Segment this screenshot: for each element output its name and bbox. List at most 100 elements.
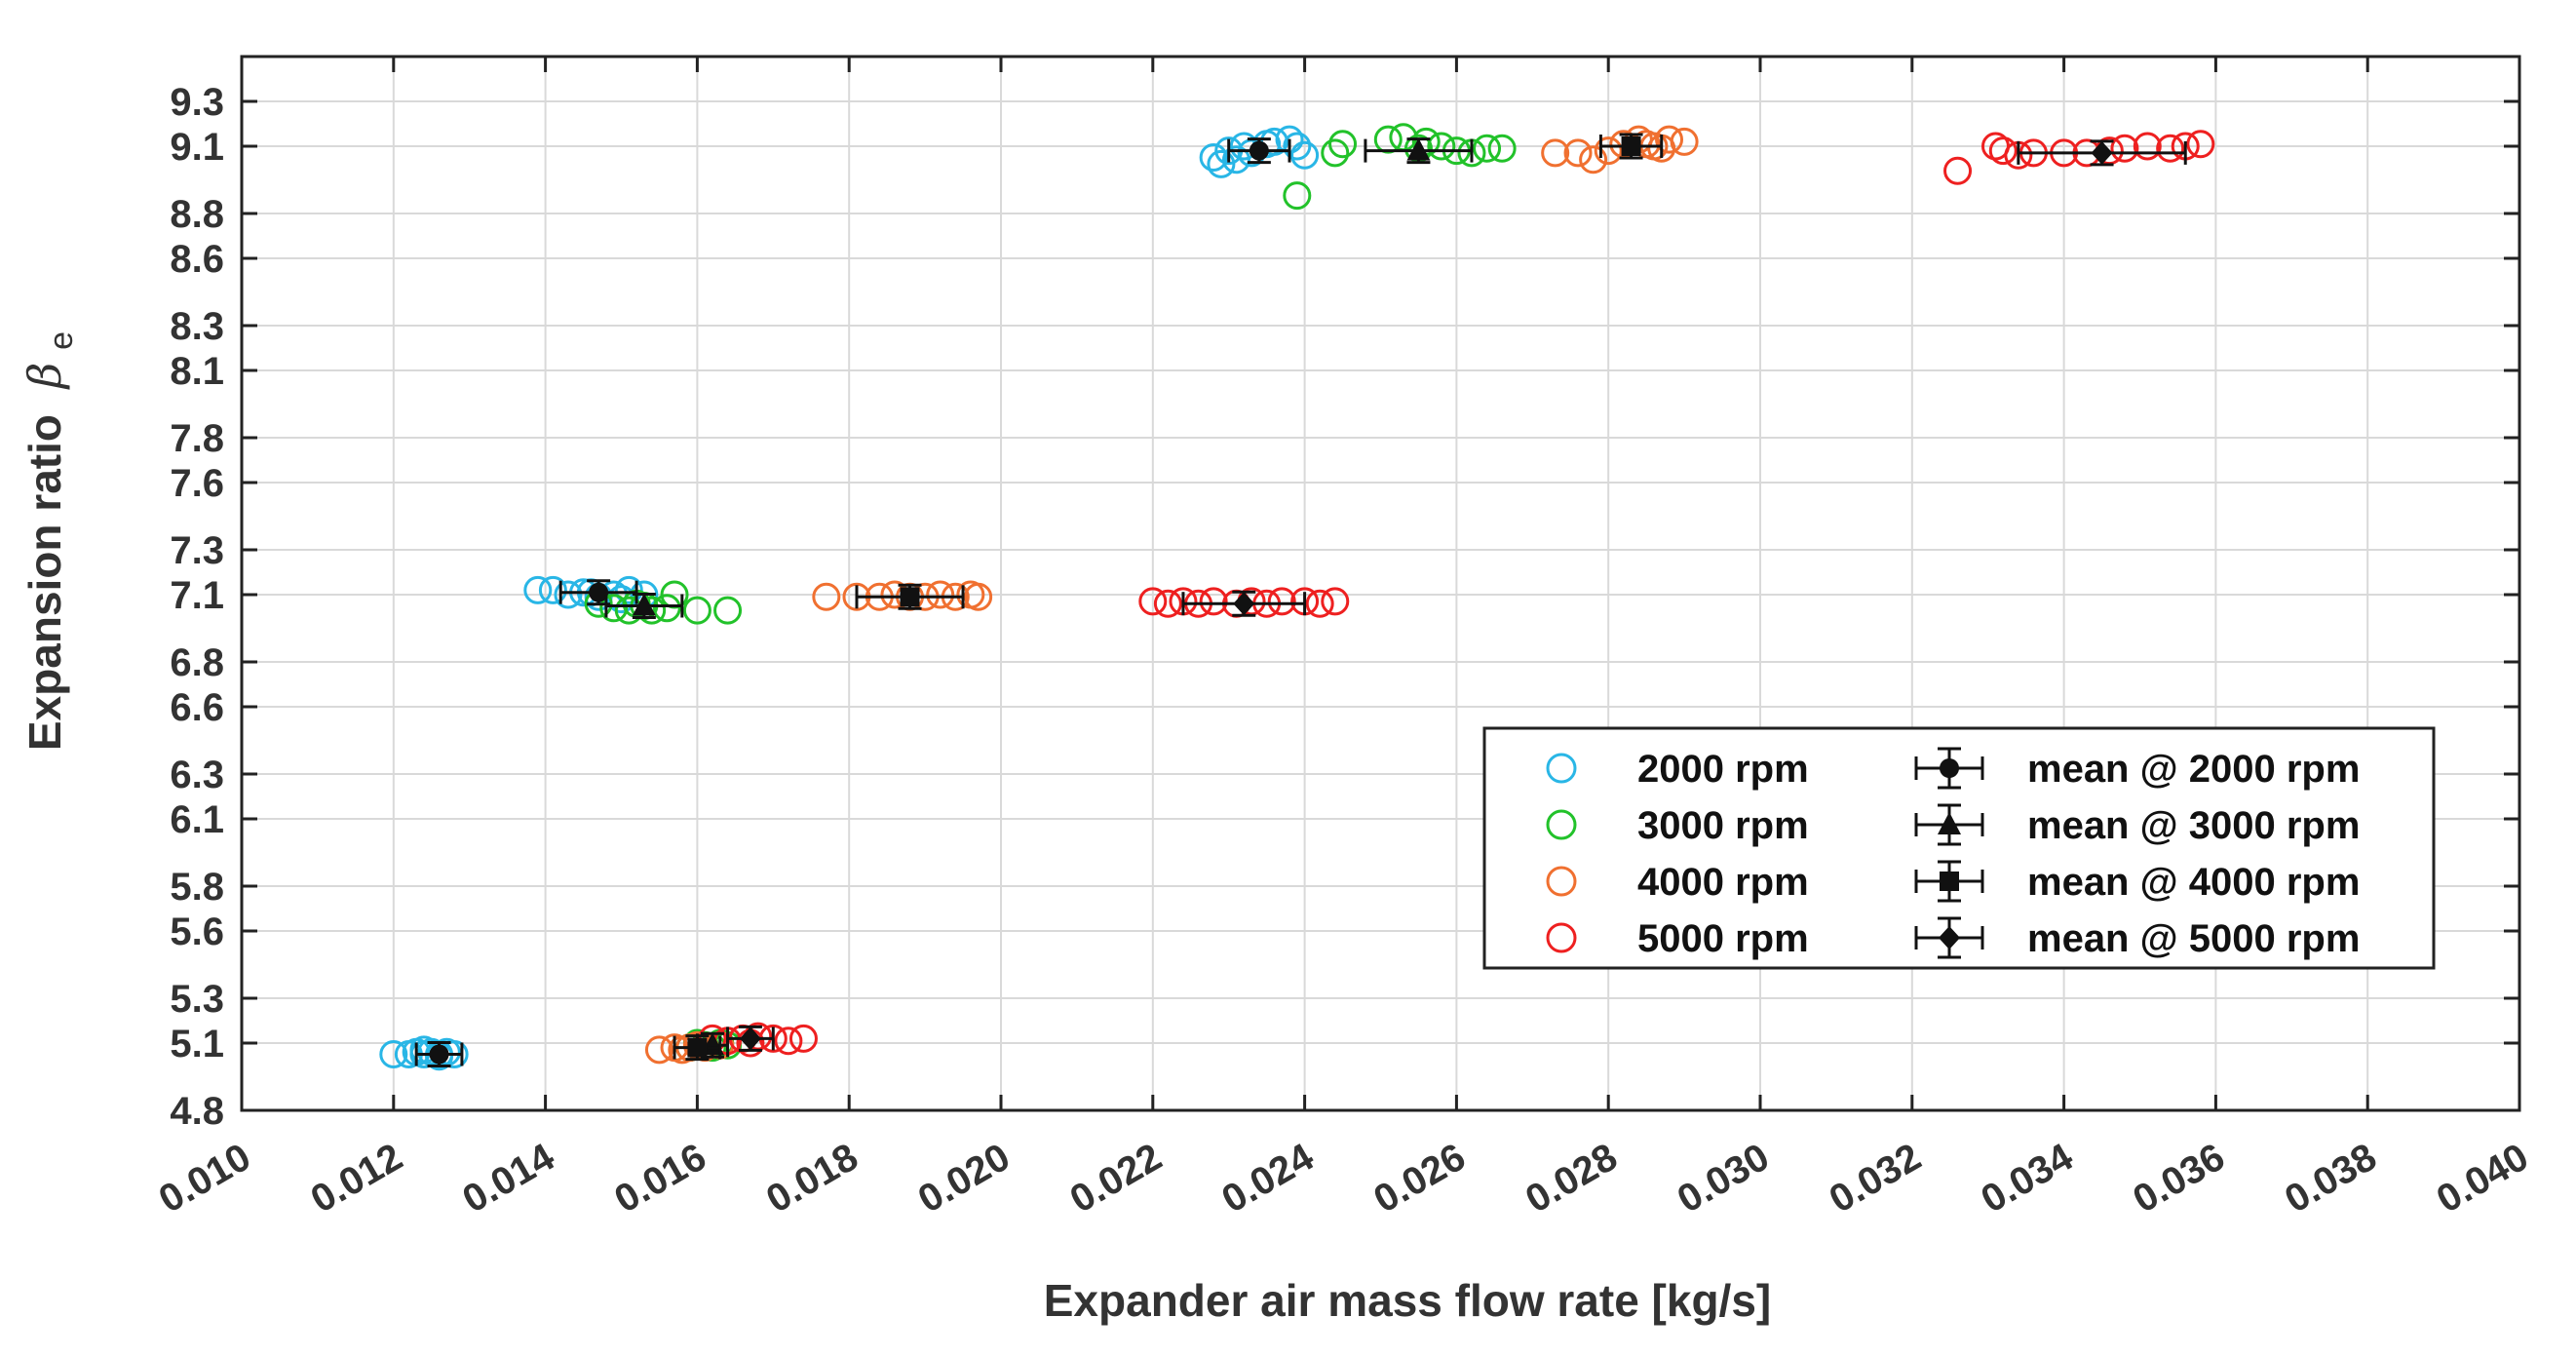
data-point <box>2133 132 2162 161</box>
x-tick-label: 0.028 <box>1519 1136 1625 1221</box>
data-point <box>614 575 643 604</box>
mean-5000-rpm <box>726 139 2187 1052</box>
y-axis-title-symbol: β <box>19 363 71 391</box>
legend-label: mean @ 2000 rpm <box>2027 748 2360 791</box>
y-tick-label: 6.3 <box>170 754 224 796</box>
x-tick-label: 0.020 <box>911 1136 1018 1221</box>
data-point <box>1305 589 1334 618</box>
data-point <box>1221 145 1250 174</box>
data-point <box>1579 145 1608 174</box>
data-point <box>788 1024 818 1053</box>
x-axis-title: Expander air mass flow rate [kg/s] <box>1044 1275 1772 1326</box>
x-tick-label: 0.026 <box>1366 1136 1473 1221</box>
data-point <box>1153 589 1182 618</box>
y-tick-labels: 4.8 5.15.3 5.65.8 6.16.3 6.66.8 7.17.3 7.67.8 8… <box>170 81 224 1133</box>
mean-4000-rpm <box>673 133 1664 1062</box>
y-tick-label: 6.1 <box>170 798 224 841</box>
mean-markers <box>414 133 2187 1067</box>
data-point <box>1199 587 1228 616</box>
y-tick-label: 5.1 <box>170 1023 224 1065</box>
data-point <box>2186 130 2215 159</box>
data-point <box>554 580 583 609</box>
x-tick-label: 0.012 <box>304 1136 410 1221</box>
y-tick-label: 8.8 <box>170 193 224 236</box>
legend-marker <box>1546 809 1577 840</box>
x-tick-label: 0.014 <box>455 1135 561 1221</box>
x-tick-label: 0.036 <box>2126 1136 2232 1221</box>
mean-marker <box>900 587 920 607</box>
data-point <box>774 1027 803 1056</box>
x-tick-label: 0.038 <box>2278 1136 2384 1221</box>
y-tick-label: 5.3 <box>170 978 224 1021</box>
x-tick-label: 0.040 <box>2430 1136 2536 1221</box>
data-point <box>1541 138 1570 168</box>
plot-area <box>240 55 2521 1112</box>
data-point <box>964 582 993 611</box>
x-tick-label: 0.022 <box>1063 1136 1170 1221</box>
legend-label: mean @ 4000 rpm <box>2027 861 2360 904</box>
data-point <box>1283 181 1312 211</box>
legend-mean-marker <box>1940 758 1959 778</box>
y-axis-title: Expansion ratio β e <box>19 331 80 751</box>
mean-marker <box>687 1037 708 1058</box>
mean-marker <box>632 593 656 616</box>
data-point <box>1199 143 1228 172</box>
x-tick-label: 0.032 <box>1823 1136 1929 1221</box>
mean-marker <box>1621 136 1641 156</box>
y-tick-label: 7.1 <box>170 574 224 617</box>
data-point <box>713 596 743 625</box>
legend-marker <box>1546 753 1577 784</box>
x-tick-label: 0.024 <box>1214 1135 1321 1221</box>
legend-marker <box>1546 866 1577 897</box>
series-3000-rpm <box>584 123 1517 1063</box>
x-tick-label: 0.016 <box>607 1136 713 1221</box>
y-tick-label: 7.3 <box>170 529 224 572</box>
y-tick-label: 7.6 <box>170 462 224 505</box>
data-point <box>1473 134 1502 163</box>
data-point <box>926 580 955 609</box>
legend-label: 3000 rpm <box>1637 804 1809 847</box>
data-point <box>1594 136 1623 166</box>
legend-mean-marker <box>1940 872 1959 891</box>
legend-mean-marker <box>1938 812 1961 834</box>
data-point <box>379 1040 408 1068</box>
data-point <box>1988 136 2018 166</box>
mean-marker <box>2091 140 2113 165</box>
mean-marker <box>589 582 609 602</box>
x-tick-label: 0.030 <box>1671 1136 1777 1221</box>
data-point <box>1655 125 1684 154</box>
data-point <box>1283 132 1312 161</box>
x-tick-label: 0.018 <box>759 1136 865 1221</box>
data-point <box>1321 587 1350 616</box>
legend-label: mean @ 5000 rpm <box>2027 917 2360 960</box>
x-tick-label: 0.034 <box>1974 1135 2080 1221</box>
y-tick-label: 8.6 <box>170 238 224 281</box>
y-tick-label: 7.8 <box>170 417 224 460</box>
legend-label: 2000 rpm <box>1637 748 1809 791</box>
y-tick-label: 4.8 <box>170 1090 224 1133</box>
mean-marker <box>429 1044 449 1065</box>
y-tick-label: 6.8 <box>170 641 224 684</box>
data-point <box>1427 132 1456 161</box>
y-axis-title-text: Expansion ratio <box>19 414 70 751</box>
data-point <box>599 594 629 623</box>
mean-marker <box>1406 137 1431 161</box>
y-tick-label: 9.1 <box>170 126 224 169</box>
y-tick-label: 6.6 <box>170 686 224 729</box>
legend-label: mean @ 3000 rpm <box>2027 804 2360 847</box>
legend-marker <box>1546 922 1577 953</box>
data-point <box>652 594 681 623</box>
y-tick-label: 5.6 <box>170 910 224 953</box>
data-point <box>1207 149 1236 178</box>
data-point <box>1138 587 1168 616</box>
y-axis-title-subscript: e <box>43 331 80 350</box>
data-point <box>2110 134 2139 163</box>
data-point <box>1487 134 1517 163</box>
y-tick-label: 8.1 <box>170 350 224 393</box>
data-point <box>1267 587 1296 616</box>
data-point <box>538 575 567 604</box>
data-point <box>1321 138 1350 168</box>
data-point <box>812 582 841 611</box>
y-tick-label: 8.3 <box>170 305 224 348</box>
